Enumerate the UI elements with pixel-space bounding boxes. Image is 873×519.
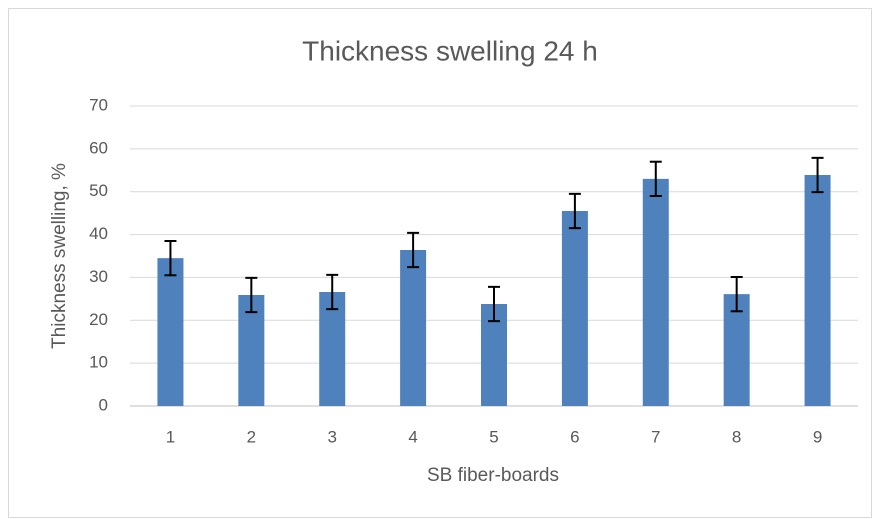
error-bar: [730, 276, 743, 313]
error-bar: [811, 156, 824, 194]
y-tick-label: 50: [89, 181, 108, 200]
x-tick-label: 8: [732, 427, 741, 446]
x-tick-label: 4: [408, 427, 417, 446]
chart-border: [8, 8, 872, 518]
error-bar: [326, 273, 339, 311]
y-tick-label: 40: [89, 224, 108, 243]
error-bar: [245, 276, 258, 314]
error-bar: [407, 231, 420, 269]
error-bar: [649, 160, 662, 197]
x-tick-label: 5: [489, 427, 498, 446]
x-tick-label: 7: [651, 427, 660, 446]
bar: [157, 258, 184, 406]
bar: [238, 295, 265, 406]
x-tick-label: 1: [166, 427, 175, 446]
y-tick-label: 30: [89, 267, 108, 286]
chart-title: Thickness swelling 24 h: [302, 35, 598, 66]
bar: [723, 294, 750, 406]
x-tick-label: 6: [570, 427, 579, 446]
y-tick-label: 60: [89, 138, 108, 157]
error-bar: [164, 240, 177, 277]
x-tick-label: 9: [813, 427, 822, 446]
bar: [804, 175, 831, 406]
bar: [561, 211, 588, 406]
y-tick-label: 0: [99, 395, 108, 414]
x-tick-label: 3: [327, 427, 336, 446]
bar: [319, 292, 346, 406]
error-bar: [568, 192, 581, 230]
x-axis-label: SB fiber-boards: [427, 465, 559, 486]
y-tick-label: 20: [89, 310, 108, 329]
bar: [400, 250, 427, 406]
y-tick-label: 70: [89, 95, 108, 114]
y-tick-label: 10: [89, 353, 108, 372]
x-tick-label: 2: [247, 427, 256, 446]
y-axis-label: Thickness swelling, %: [49, 163, 70, 349]
bar: [642, 178, 669, 406]
error-bar: [488, 285, 500, 323]
